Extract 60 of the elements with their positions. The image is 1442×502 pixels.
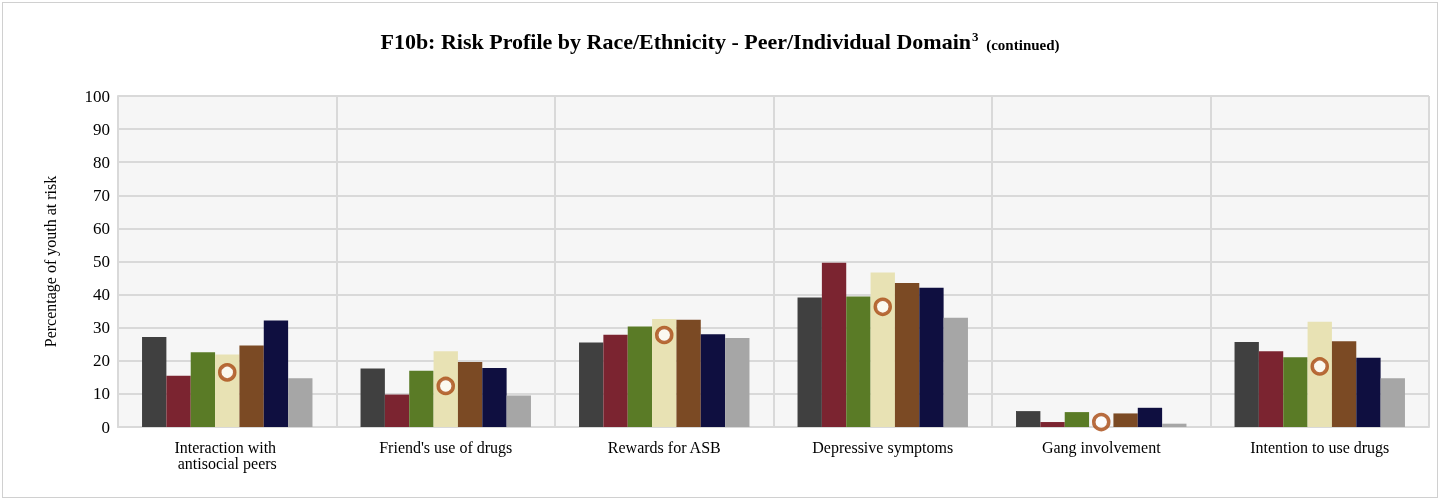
bar [1283,357,1308,427]
bar [797,297,822,427]
bar [579,342,604,427]
bar [288,378,313,427]
bar [700,334,726,427]
bar [384,394,410,427]
bar [1258,351,1284,427]
y-tick-label: 20 [93,351,110,371]
bar [725,337,750,427]
bar [166,375,191,427]
bar [870,272,895,427]
x-tick-label: Interaction with antisocial peers [174,438,281,473]
bar [360,368,385,427]
bar [627,326,653,427]
bar [846,296,871,427]
y-axis-title: Percentage of youth at risk [41,175,60,348]
bar [1331,341,1357,427]
y-tick-label: 90 [93,119,110,139]
bar [1356,357,1381,427]
y-tick-label: 10 [93,384,110,404]
y-tick-label: 70 [93,185,110,205]
bar [482,368,507,427]
bar [506,395,531,427]
y-tick-label: 0 [101,417,110,437]
bar [894,283,920,427]
bar [603,334,628,427]
x-tick-label: Depressive symptoms [812,438,954,457]
bar [1016,411,1041,427]
x-tick-label: Rewards for ASB [607,438,721,456]
point [655,325,674,345]
bar [142,336,167,427]
x-tick-label: Intention to use drugs [1250,438,1390,457]
bar [1064,412,1090,427]
x-tick-label: Friend's use of drugs [379,438,513,457]
bar [919,287,944,427]
y-tick-label: 60 [93,218,110,238]
y-tick-label: 100 [84,86,110,106]
bar [263,320,289,427]
y-tick-label: 80 [93,152,110,172]
point [1092,412,1111,432]
point [873,297,892,317]
bar [1234,341,1259,427]
bar [1040,422,1065,427]
bar [943,317,968,427]
bar [652,319,677,427]
y-tick-label: 30 [93,318,110,338]
bar [190,352,216,427]
bar [676,319,701,427]
point [1310,357,1329,376]
bar [1380,378,1405,427]
bar [1113,413,1138,427]
bar [409,370,434,427]
bar [239,345,264,427]
bar [457,362,483,427]
y-tick-label: 40 [93,285,110,305]
x-tick-label: Gang involvement [1041,438,1162,457]
bar [821,262,847,427]
point [218,363,237,382]
y-tick-label: 50 [93,252,110,271]
bar [1137,407,1163,427]
